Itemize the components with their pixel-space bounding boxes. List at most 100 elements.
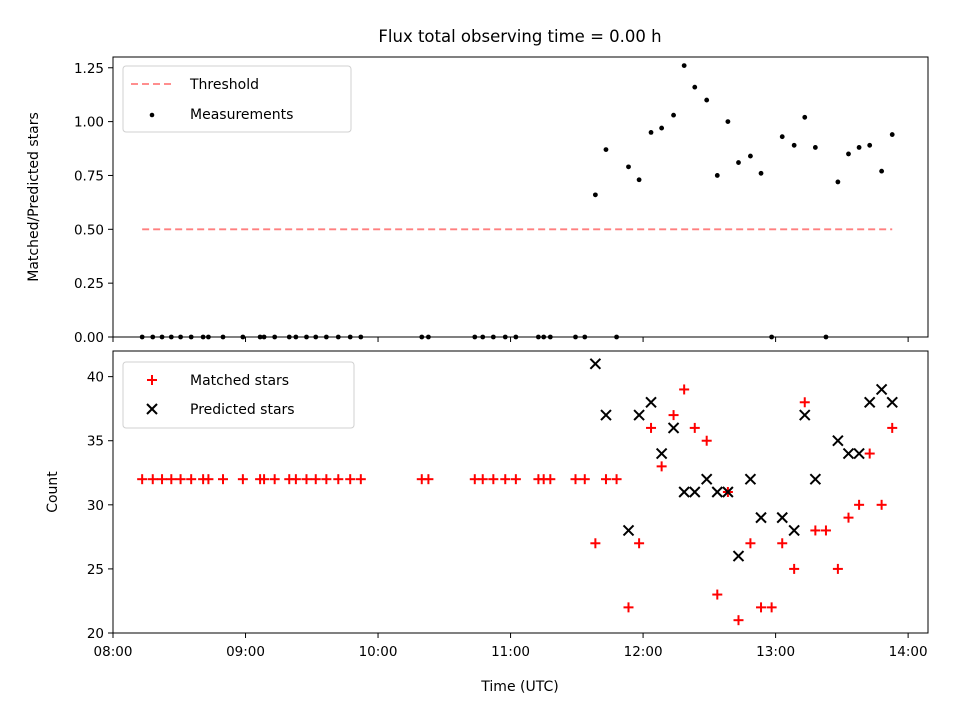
- matched-star-point: [345, 474, 356, 485]
- matched-star-point: [500, 474, 511, 485]
- measurement-point: [636, 177, 642, 183]
- matched-star-point: [810, 525, 821, 536]
- measurement-point: [648, 129, 654, 135]
- measurement-point: [681, 63, 687, 69]
- ratio-y-tick-label: 1.00: [74, 115, 104, 131]
- predicted-star-point: [667, 422, 680, 434]
- predicted-star-point: [842, 447, 855, 460]
- count-y-axis: 20 25 30 35 40: [87, 370, 113, 642]
- ratio-y-tick-label: 0.25: [74, 276, 104, 292]
- time-x-axis: 08:00 09:00 10:00 11:00 12:00 13:00 14:00: [94, 633, 928, 660]
- matched-star-point: [679, 384, 690, 395]
- count-plot-frame: [112, 350, 929, 634]
- measurement-point: [592, 192, 598, 198]
- measurement-point: [846, 151, 851, 157]
- time-x-tick-label: 12:00: [624, 644, 663, 660]
- matched-stars-legend-marker: [147, 375, 157, 385]
- predicted-star-point: [863, 396, 876, 408]
- ratio-y-tick-label: 0.00: [74, 330, 104, 346]
- measurement-point: [835, 179, 841, 185]
- matched-star-point: [777, 538, 788, 549]
- count-y-tick-label: 30: [87, 498, 104, 514]
- predicted-star-point: [799, 409, 811, 421]
- measurement-point: [856, 145, 862, 150]
- matched-star-point: [137, 474, 148, 485]
- predicted-star-point: [832, 435, 844, 447]
- measurement-point: [659, 125, 665, 131]
- count-y-tick-label: 35: [87, 434, 104, 450]
- matched-star-point: [333, 474, 344, 485]
- measurement-point: [736, 160, 741, 165]
- predicted-stars-legend-label: Predicted stars: [190, 402, 295, 418]
- matched-star-point: [166, 474, 177, 485]
- count-y-axis-label: Count: [45, 471, 61, 513]
- count-legend-box: [122, 361, 355, 429]
- matched-star-point: [157, 474, 168, 485]
- matched-star-point: [843, 512, 854, 523]
- matched-star-point: [712, 589, 723, 600]
- ratio-plot-frame: [112, 56, 929, 338]
- matched-star-point: [259, 474, 270, 485]
- matched-star-point: [820, 525, 831, 536]
- matched-star-point: [477, 474, 488, 485]
- matched-star-point: [488, 474, 499, 485]
- matched-star-point: [789, 563, 800, 574]
- measurement-point: [758, 170, 764, 176]
- matched-star-point: [237, 474, 248, 485]
- time-x-tick-label: 11:00: [491, 644, 530, 660]
- measurement-point: [779, 134, 785, 140]
- matched-star-point: [269, 474, 280, 485]
- measurement-point: [704, 97, 710, 103]
- count-y-tick-label: 25: [87, 562, 104, 578]
- predicted-star-point: [776, 511, 788, 524]
- matched-star-point: [646, 422, 657, 433]
- predicted-star-point: [655, 447, 668, 460]
- matched-star-point: [864, 448, 875, 459]
- matched-star-point: [766, 602, 777, 613]
- matched-star-point: [689, 422, 700, 433]
- time-x-tick-label: 10:00: [359, 644, 398, 660]
- measurement-point: [802, 114, 808, 120]
- predicted-stars-points: [589, 358, 898, 562]
- predicted-star-point: [711, 486, 723, 498]
- measurement-point: [714, 173, 720, 178]
- matched-star-point: [701, 435, 712, 446]
- matched-star-point: [579, 474, 590, 485]
- predicted-star-point: [722, 486, 734, 498]
- matched-star-point: [590, 538, 601, 549]
- measurement-point: [748, 153, 753, 159]
- matched-star-point: [876, 499, 887, 510]
- count-plot: 20 25 30 35 40 08:00 09:00 10:00 11:00 12:00 13:0…: [45, 350, 929, 695]
- measurement-point: [791, 142, 797, 148]
- matched-star-point: [600, 474, 611, 485]
- matched-stars-legend-label: Matched stars: [190, 373, 289, 389]
- ratio-y-tick-label: 1.25: [74, 61, 104, 77]
- matched-star-point: [611, 474, 622, 485]
- predicted-star-point: [689, 486, 701, 498]
- matched-star-point: [799, 397, 810, 408]
- figure-title: Flux total observing time = 0.00 h: [378, 27, 661, 46]
- matched-star-point: [290, 474, 301, 485]
- matched-star-point: [423, 474, 434, 485]
- measurements-legend-label: Measurements: [190, 107, 293, 123]
- ratio-y-axis: 0.00 0.25 0.50 0.75 1.00 1.25: [74, 61, 113, 346]
- predicted-star-point: [600, 409, 612, 421]
- ratio-y-tick-label: 0.75: [74, 168, 104, 184]
- predicted-star-point: [744, 473, 757, 485]
- ratio-plot: 0.00 0.25 0.50 0.75 1.00 1.25 Matched/Predict…: [26, 56, 929, 346]
- matched-star-point: [570, 474, 581, 485]
- matched-star-point: [656, 461, 667, 472]
- predicted-stars-legend-marker: [146, 403, 158, 415]
- measurement-point: [671, 112, 676, 118]
- predicted-star-point: [678, 486, 690, 498]
- predicted-star-point: [875, 383, 888, 396]
- predicted-star-point: [755, 511, 767, 524]
- predicted-star-point: [622, 524, 635, 537]
- predicted-star-point: [589, 358, 602, 370]
- matched-star-point: [854, 499, 865, 510]
- ratio-y-axis-label: Matched/Predicted stars: [26, 112, 42, 282]
- predicted-star-point: [700, 473, 713, 485]
- ratio-y-tick-label: 0.50: [74, 222, 104, 238]
- matched-stars-legend-swatch: [147, 375, 157, 385]
